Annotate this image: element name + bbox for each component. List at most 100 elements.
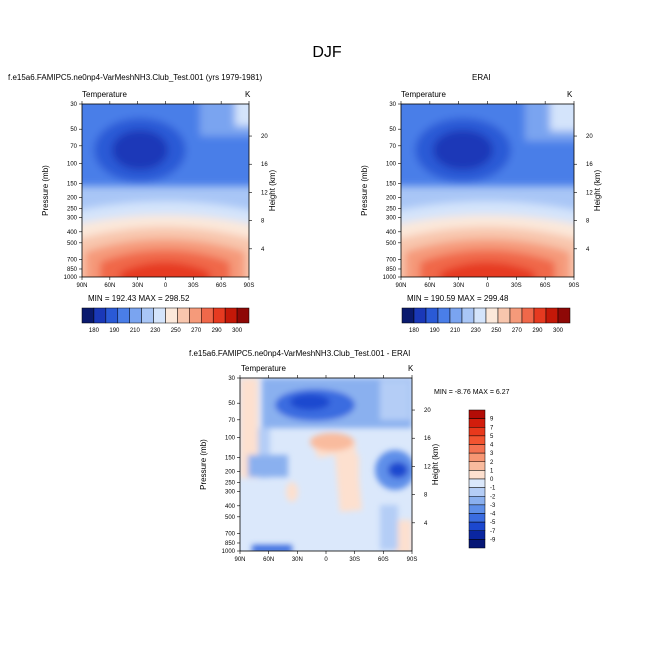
model-x-tick-label: 60N [104, 283, 115, 289]
erai-colorbar-swatch [401, 307, 415, 324]
erai-colorbar-swatch [533, 307, 547, 324]
diff-colorbar-label: -3 [490, 503, 496, 509]
diff-y-tick-label: 700 [225, 531, 236, 537]
erai-y2-tick-label: 4 [586, 247, 590, 253]
erai-colorbar-swatch [509, 307, 523, 324]
diff-colorbar-label: 9 [490, 417, 494, 423]
model-x-tick-label: 90S [244, 283, 255, 289]
diff-y-tick-label: 300 [225, 490, 236, 496]
diff-y2-tick-label: 12 [424, 464, 431, 470]
diff-colorbar-label: -1 [490, 486, 496, 492]
diff-y-axis-title: Pressure (mb) [199, 439, 208, 490]
model-y-tick-label: 1000 [64, 275, 78, 281]
model-colorbar-label: 210 [130, 328, 141, 334]
erai-y2-axis-title: Height (km) [593, 169, 602, 211]
erai-y-tick-label: 1000 [383, 275, 397, 281]
model-x-tick-label: 30S [188, 283, 199, 289]
model-colorbar-swatch [224, 307, 238, 324]
diff-y-tick-label: 850 [225, 541, 236, 547]
erai-colorbar-swatch [497, 307, 511, 324]
diff-colorbar-swatch [468, 487, 486, 497]
diff-y-tick-label: 250 [225, 481, 236, 487]
model-units-label: K [245, 90, 251, 99]
erai-y2-tick-label: 12 [586, 190, 593, 196]
diff-colorbar-swatch [468, 521, 486, 531]
erai-x-tick-label: 90S [569, 283, 580, 289]
diff-x-tick-label: 60N [263, 557, 274, 563]
erai-y-tick-label: 700 [386, 257, 397, 263]
erai-colorbar-label: 230 [471, 328, 482, 334]
erai-x-tick-label: 60N [424, 283, 435, 289]
model-x-tick-label: 30N [132, 283, 143, 289]
difference-field [240, 378, 412, 551]
model-colorbar-swatch [236, 307, 250, 324]
model-colorbar-label: 190 [109, 328, 120, 334]
diff-y-tick-label: 400 [225, 504, 236, 510]
erai-colorbar-swatch [545, 307, 559, 324]
diff-colorbar-label: 2 [490, 460, 494, 466]
diff-colorbar: 9 7 5 4 3 2 1 0 -1 -2 -3 -4 -5 -7 -9 [468, 409, 496, 549]
diff-y-tick-label: 70 [228, 418, 235, 424]
model-x-tick-label: 60S [216, 283, 227, 289]
diff-colorbar-label: 7 [490, 425, 494, 431]
erai-x-tick-label: 90N [395, 283, 406, 289]
diff-colorbar-label: 4 [490, 443, 494, 449]
diff-colorbar-label: -9 [490, 537, 496, 543]
erai-y2-tick-label: 8 [586, 219, 590, 225]
erai-y2-tick-label: 16 [586, 162, 593, 168]
diff-y2-tick-label: 8 [424, 493, 428, 499]
model-variable-label: Temperature [82, 90, 127, 99]
model-colorbar-label: 290 [212, 328, 223, 334]
model-colorbar-swatch [177, 307, 190, 324]
diff-y2-tick-label: 4 [424, 521, 428, 527]
erai-minmax-label: MIN = 190.59 MAX = 299.48 [407, 294, 509, 303]
erai-y-tick-label: 400 [386, 230, 397, 236]
erai-units-label: K [567, 90, 573, 99]
erai-y-tick-label: 850 [386, 267, 397, 273]
erai-axes: 90N 60N 30N 0 30S 60S 90S 30 50 70 100 150 200 250 300… [360, 101, 602, 289]
diff-colorbar-label: 0 [490, 477, 494, 483]
diff-colorbar-swatch [468, 539, 486, 549]
diff-colorbar-swatch [468, 444, 486, 454]
erai-y-tick-label: 500 [386, 241, 397, 247]
model-y-tick-label: 700 [67, 257, 78, 263]
erai-colorbar-swatch [425, 307, 439, 324]
diff-colorbar-swatch [468, 530, 486, 540]
erai-colorbar: 180 190 210 230 250 270 290 300 [401, 307, 571, 334]
diff-colorbar-swatch [468, 427, 486, 437]
model-y2-tick-label: 16 [261, 162, 268, 168]
erai-colorbar-label: 190 [430, 328, 441, 334]
model-x-tick-label: 90N [76, 283, 87, 289]
diff-colorbar-swatch [468, 496, 486, 506]
erai-x-tick-label: 0 [486, 283, 490, 289]
erai-colorbar-swatch [557, 307, 571, 324]
diff-axes: 90N 60N 30N 0 30S 60S 90S 30 50 70 100 150 200 250 300… [199, 375, 440, 563]
erai-y-axis-title: Pressure (mb) [360, 165, 369, 216]
diff-colorbar-swatch [468, 513, 486, 523]
diff-y2-axis-title: Height (km) [431, 443, 440, 485]
diff-x-tick-label: 60S [378, 557, 389, 563]
diff-y2-tick-label: 20 [424, 408, 431, 414]
diff-x-tick-label: 30N [292, 557, 303, 563]
erai-y-tick-label: 30 [389, 102, 396, 108]
erai-y-tick-label: 150 [386, 181, 397, 187]
model-y2-tick-label: 20 [261, 134, 268, 140]
diff-x-tick-label: 30S [349, 557, 360, 563]
erai-colorbar-label: 180 [409, 328, 420, 334]
diff-colorbar-label: -7 [490, 529, 496, 535]
erai-y-tick-label: 300 [386, 216, 397, 222]
model-y2-tick-label: 4 [261, 247, 265, 253]
diff-y-tick-label: 30 [228, 376, 235, 382]
diff-colorbar-swatch [468, 461, 486, 471]
diff-minmax-label: MIN = -8.76 MAX = 6.27 [434, 389, 510, 396]
erai-colorbar-label: 290 [532, 328, 543, 334]
model-y-tick-label: 50 [70, 127, 77, 133]
model-colorbar-swatch [117, 307, 130, 324]
erai-colorbar-swatch [473, 307, 487, 324]
diff-colorbar-swatch [468, 478, 486, 488]
erai-y2-tick-label: 20 [586, 134, 593, 140]
model-x-tick-label: 0 [164, 283, 168, 289]
model-panel-title: f.e15a6.FAMIPC5.ne0np4-VarMeshNH3.Club_T… [8, 73, 263, 82]
diff-x-tick-label: 0 [324, 557, 328, 563]
diff-colorbar-label: 3 [490, 451, 494, 457]
